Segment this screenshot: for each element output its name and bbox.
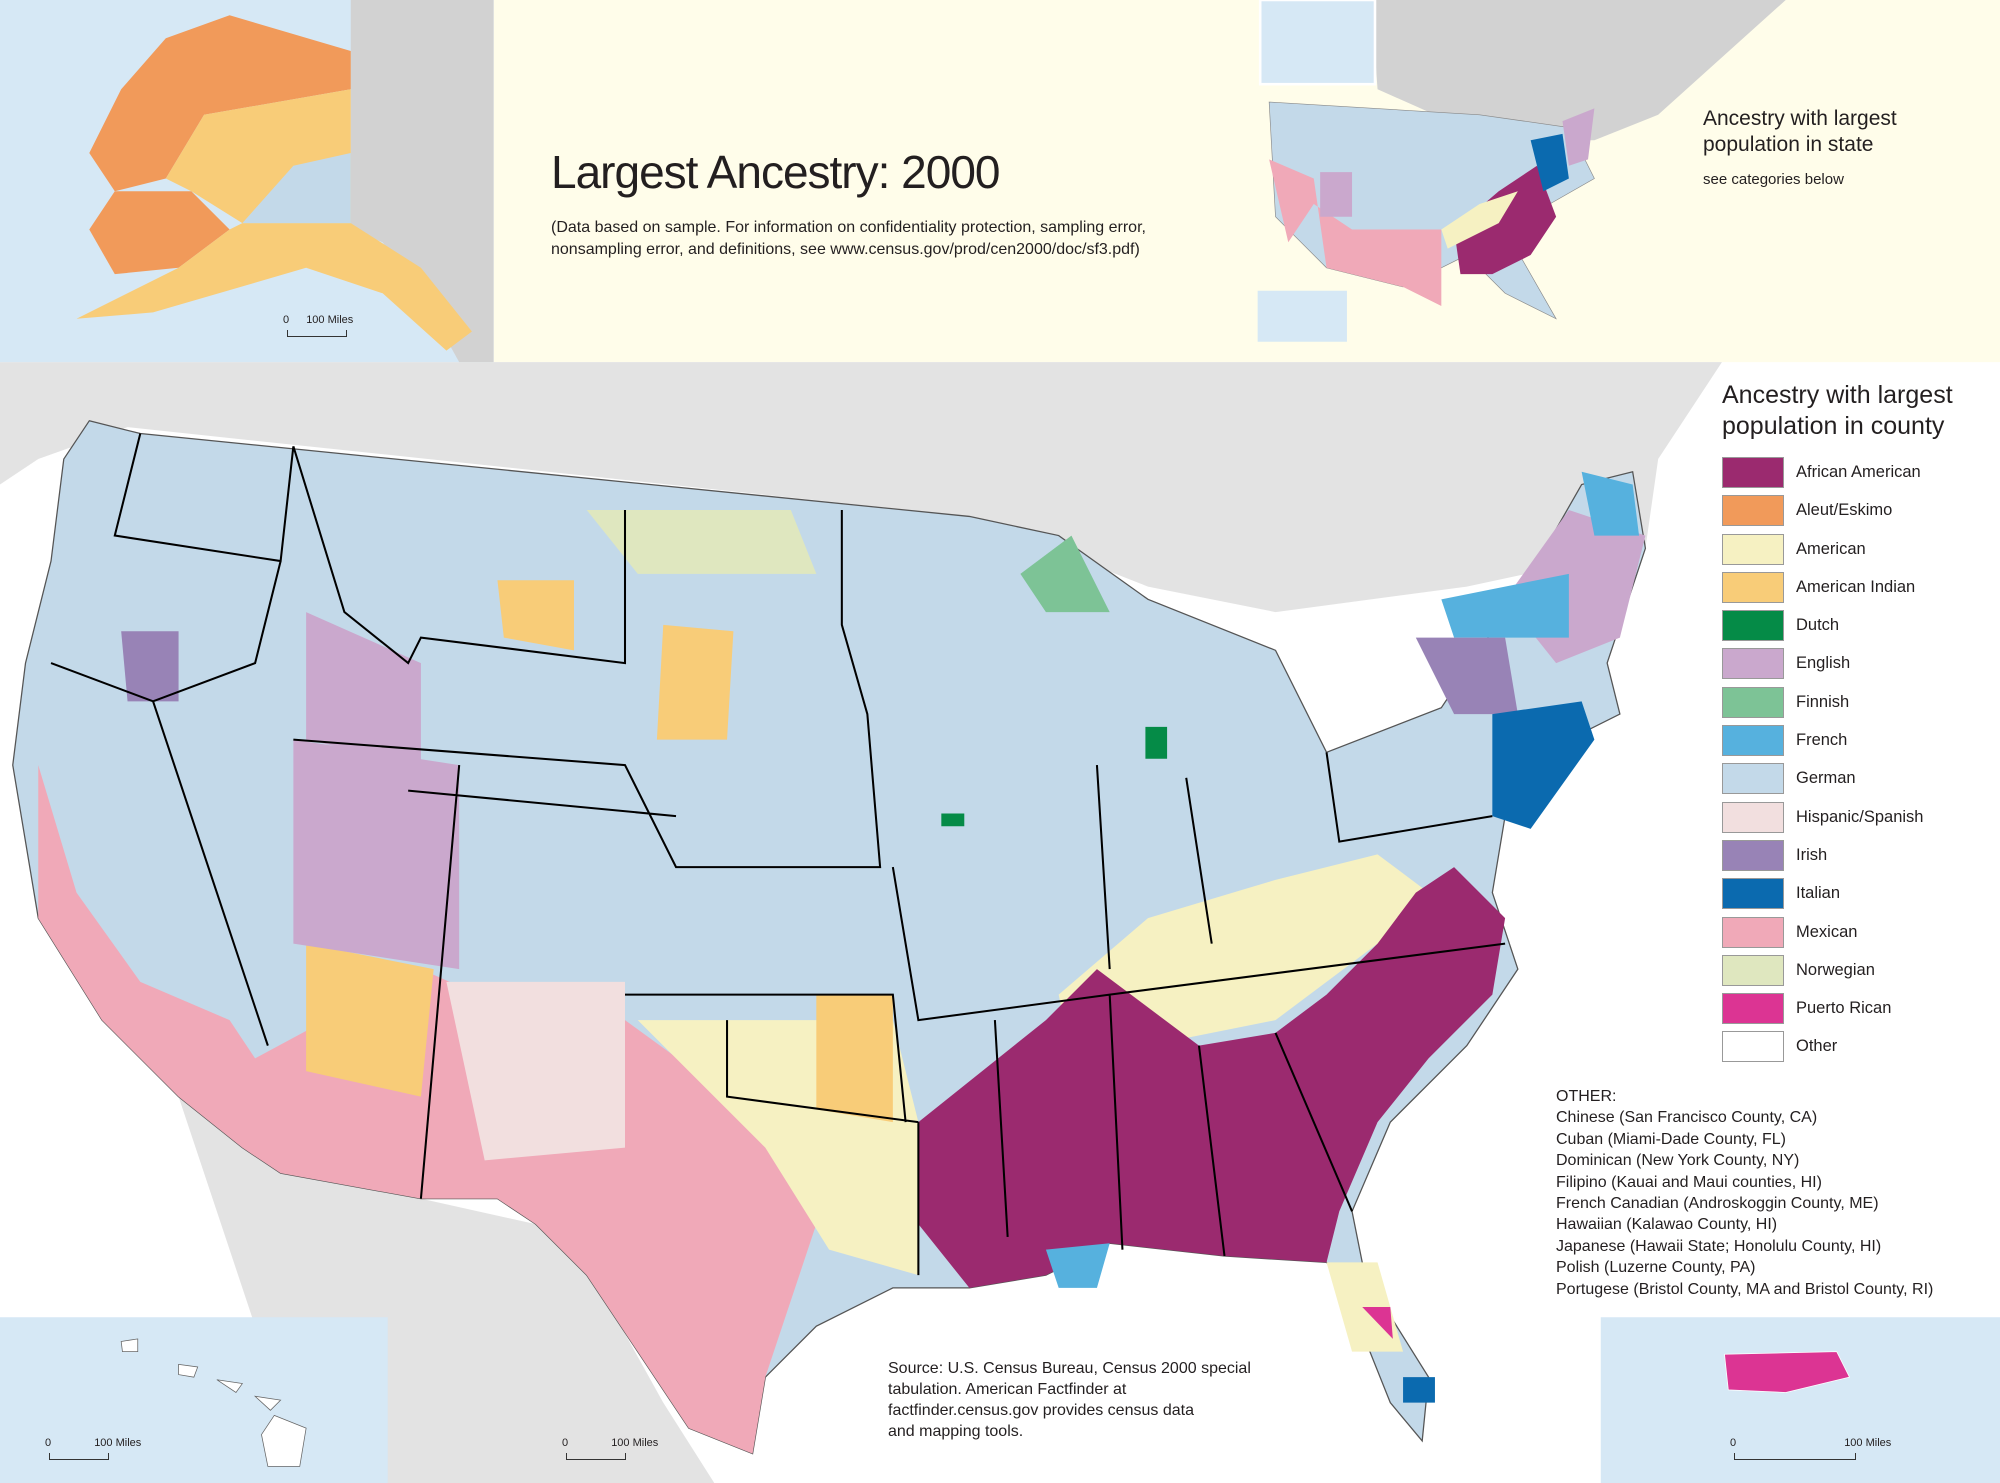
legend-item: Irish (1722, 839, 1924, 878)
legend-swatch (1722, 725, 1784, 757)
legend-label: Other (1796, 1037, 1838, 1056)
scale-zero: 0 (1730, 1437, 1737, 1449)
county-legend: African American Aleut/Eskimo American Amer… (1722, 457, 1924, 1070)
legend-item: Italian (1722, 878, 1924, 916)
legend-swatch (1722, 495, 1784, 527)
other-item: Polish (Luzerne County, PA) (1556, 1259, 1756, 1277)
main-scale-bar: 0 100 Miles (562, 1437, 659, 1460)
hawaii-scale-bar: 0 100 Miles (45, 1437, 142, 1460)
subtitle-line: nonsampling error, and definitions, see … (551, 241, 1140, 258)
legend-swatch (1722, 457, 1784, 488)
legend-label: Irish (1796, 845, 1828, 864)
legend-swatch (1722, 916, 1784, 948)
scale-label: 100 Miles (94, 1437, 142, 1449)
scale-zero: 0 (283, 314, 290, 326)
legend-swatch (1722, 954, 1784, 986)
other-item: French Canadian (Androskoggin County, ME… (1556, 1195, 1879, 1213)
legend-item: American (1722, 533, 1924, 572)
state-level-map (1257, 0, 1786, 342)
legend-swatch (1722, 1031, 1784, 1063)
header-panel (493, 0, 2000, 363)
other-item: Portugese (Bristol County, MA and Bristo… (1556, 1280, 1934, 1298)
legend-item: German (1722, 763, 1924, 801)
legend-label: Finnish (1796, 692, 1850, 711)
puerto-rico-inset (1600, 1317, 2000, 1483)
legend-swatch (1722, 648, 1784, 680)
scale-label: 100 Miles (306, 314, 354, 326)
legend-item: Aleut/Eskimo (1722, 495, 1924, 533)
county-legend-title-line: population in county (1722, 412, 1945, 440)
legend-swatch (1722, 993, 1784, 1025)
subtitle-line: (Data based on sample. For information o… (551, 219, 1146, 236)
legend-item: Mexican (1722, 916, 1924, 955)
legend-item: French (1722, 725, 1924, 763)
legend-label: Aleut/Eskimo (1796, 501, 1893, 520)
other-item: Filipino (Kauai and Maui counties, HI) (1556, 1173, 1822, 1191)
legend-label: American Indian (1796, 577, 1916, 596)
alaska-inset (0, 0, 494, 363)
legend-item: English (1722, 648, 1924, 686)
legend-label: African American (1796, 463, 1921, 481)
puerto-rico-scale-bar: 0 100 Miles (1730, 1437, 1892, 1460)
state-legend-note: see categories below (1703, 171, 1844, 188)
state-legend-title: Ancestry with largest population in stat… (1703, 106, 1897, 158)
source-line: Source: U.S. Census Bureau, Census 2000 … (888, 1360, 1251, 1377)
alaska-scale-bar: 0 100 Miles (283, 314, 354, 337)
source-line: factfinder.census.gov provides census da… (888, 1402, 1194, 1419)
legend-label: Hispanic/Spanish (1796, 807, 1924, 826)
legend-swatch (1722, 839, 1784, 871)
source-note: Source: U.S. Census Bureau, Census 2000 … (888, 1358, 1251, 1442)
legend-label: American (1796, 539, 1866, 558)
other-item: Chinese (San Francisco County, CA) (1556, 1109, 1818, 1127)
county-legend-title-line: Ancestry with largest (1722, 381, 1953, 409)
source-line: and mapping tools. (888, 1423, 1024, 1440)
page-title: Largest Ancestry: 2000 (551, 146, 1001, 198)
scale-zero: 0 (45, 1437, 52, 1449)
scale-zero: 0 (562, 1437, 569, 1449)
other-item: Japanese (Hawaii State; Honolulu County,… (1556, 1237, 1882, 1255)
other-item: Dominican (New York County, NY) (1556, 1152, 1800, 1170)
legend-swatch (1722, 878, 1784, 910)
state-legend-title-line: population in state (1703, 133, 1874, 156)
legend-swatch (1722, 763, 1784, 795)
legend-item: African American (1722, 457, 1924, 495)
legend-swatch (1722, 533, 1784, 565)
legend-item: Other (1722, 1031, 1924, 1069)
source-line: tabulation. American Factfinder at (888, 1381, 1127, 1398)
hawaii-inset (0, 1317, 388, 1483)
legend-label: Italian (1796, 884, 1841, 903)
legend-label: German (1796, 769, 1856, 788)
legend-item: Puerto Rican (1722, 993, 1924, 1031)
other-item: Hawaiian (Kalawao County, HI) (1556, 1216, 1778, 1234)
scale-label: 100 Miles (611, 1437, 659, 1449)
legend-item: Finnish (1722, 686, 1924, 725)
county-legend-title: Ancestry with largest population in coun… (1722, 380, 1953, 442)
canada-land (0, 362, 1722, 613)
legend-label: Puerto Rican (1796, 999, 1892, 1018)
scale-label: 100 Miles (1844, 1437, 1892, 1449)
legend-swatch (1722, 686, 1784, 718)
legend-item: Dutch (1722, 610, 1924, 648)
legend-label: French (1796, 731, 1848, 750)
legend-item: Hispanic/Spanish (1722, 801, 1924, 840)
legend-label: English (1796, 654, 1851, 673)
legend-swatch (1722, 610, 1784, 642)
other-heading: OTHER: (1556, 1088, 1617, 1105)
legend-swatch (1722, 571, 1784, 603)
state-borders (50, 433, 1506, 1276)
legend-label: Norwegian (1796, 960, 1875, 979)
legend-label: Mexican (1796, 922, 1858, 941)
other-item: Cuban (Miami-Dade County, FL) (1556, 1130, 1787, 1148)
other-ancestries: OTHER: Chinese (San Francisco County, CA… (1556, 1086, 1933, 1300)
legend-item: Norwegian (1722, 954, 1924, 993)
legend-label: Dutch (1796, 616, 1840, 635)
state-legend-title-line: Ancestry with largest (1703, 107, 1897, 130)
legend-swatch (1722, 801, 1784, 833)
legend-item: American Indian (1722, 571, 1924, 610)
